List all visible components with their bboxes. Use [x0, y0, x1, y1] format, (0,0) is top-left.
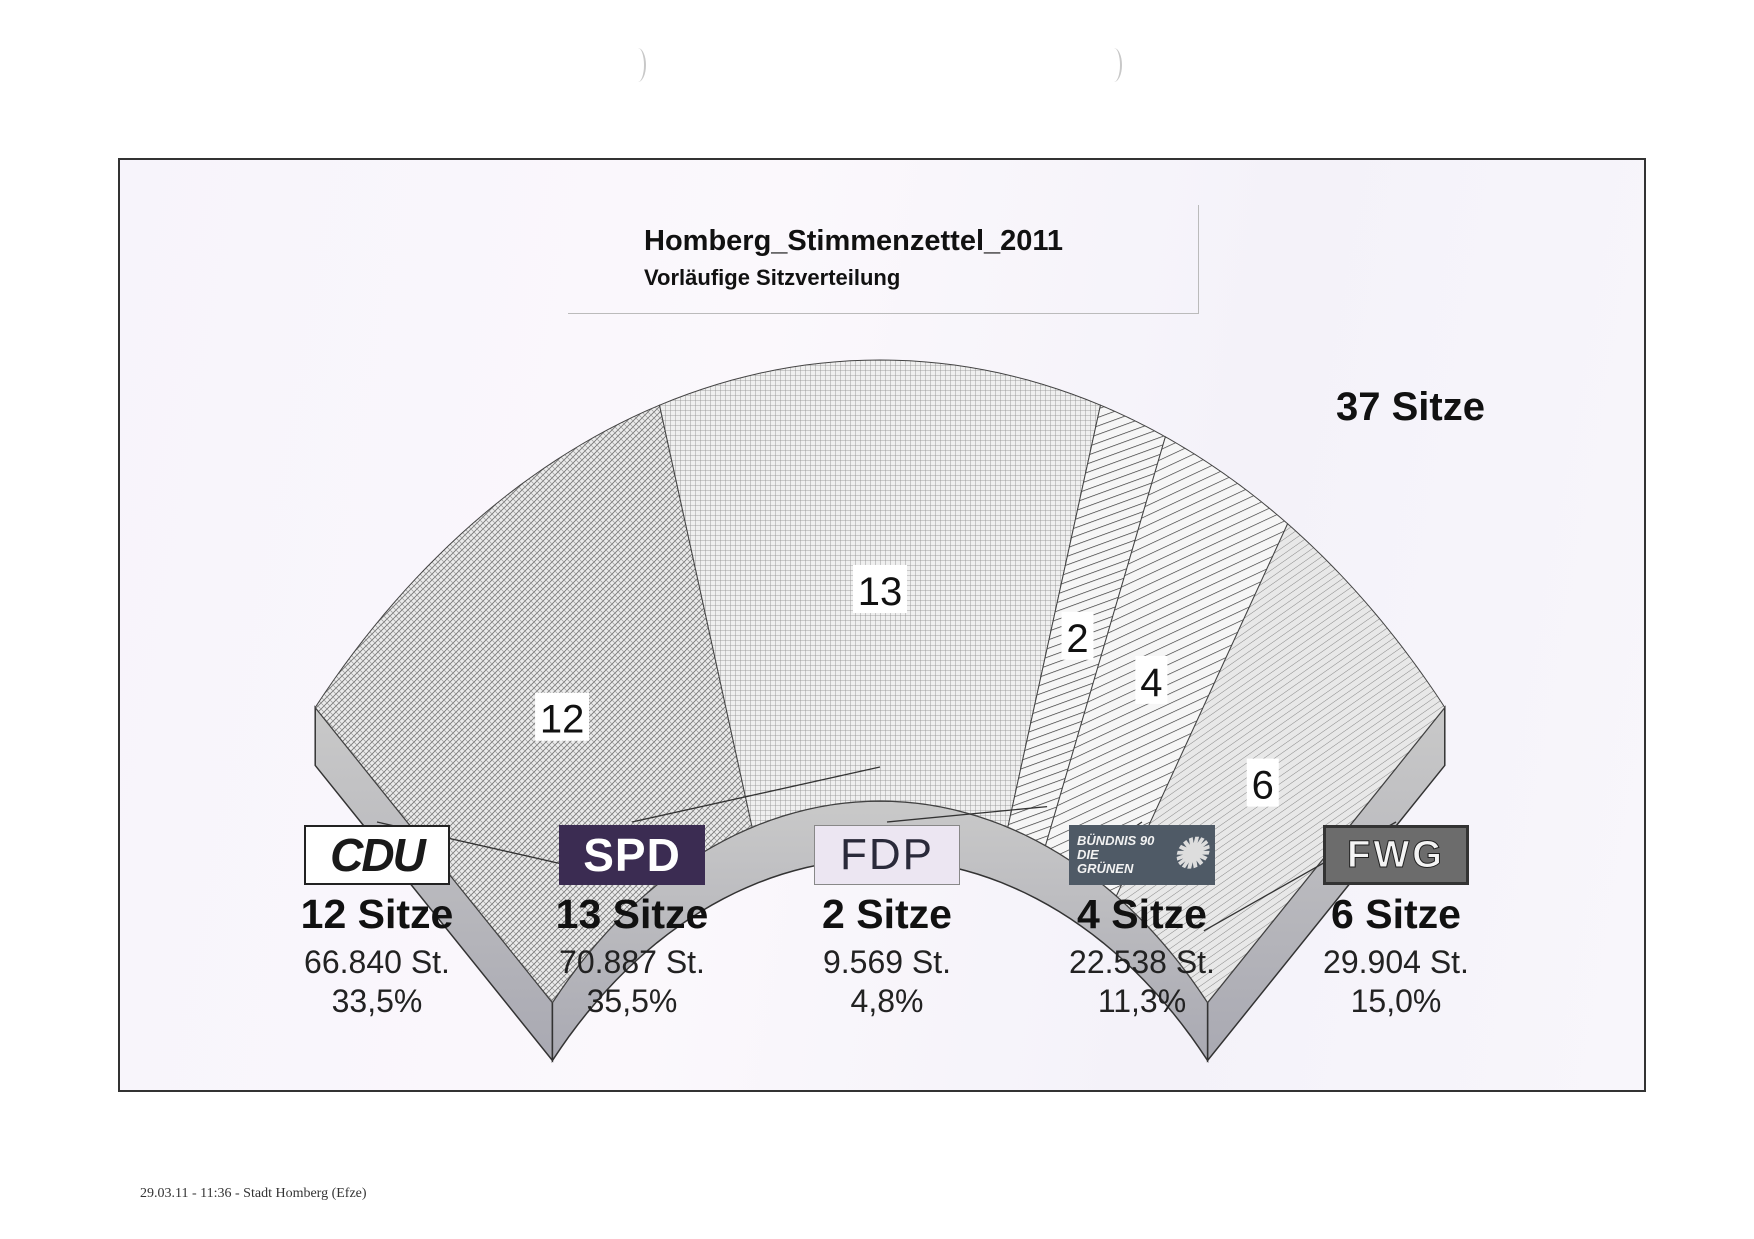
fwg-logo: FWG: [1323, 825, 1469, 885]
segment-label-bg-fdp: [1061, 611, 1094, 660]
segment-label-bg-gruene: [1135, 655, 1168, 704]
segment-label-spd: 13: [858, 570, 903, 614]
fwg-votes: 29.904 St.: [1323, 944, 1469, 980]
segment-label-group: 12 13 2 4 6: [535, 565, 1279, 808]
cdu-percent: 33,5%: [331, 983, 423, 1019]
gruene-logo: BÜNDNIS 90 DIE GRÜNEN ✺: [1069, 825, 1215, 885]
fwg-seats: 6 Sitze: [1331, 891, 1461, 937]
gruene-seats: 4 Sitze: [1077, 891, 1207, 937]
party-cdu: CDU 12 Sitze 66.840 St. 33,5%: [257, 825, 497, 1020]
spd-votes: 70.887 St.: [559, 944, 705, 980]
party-spd: SPD 13 Sitze 70.887 St. 35,5%: [512, 825, 752, 1020]
spd-percent: 35,5%: [586, 983, 678, 1019]
gruene-logo-text: BÜNDNIS 90 DIE GRÜNEN: [1077, 833, 1155, 876]
fwg-logo-text: FWG: [1347, 833, 1445, 876]
segment-label-cdu: 12: [540, 698, 585, 742]
leader-line-fdp: [886, 805, 1048, 823]
segment-label-fwg: 6: [1252, 764, 1274, 808]
sunflower-icon: ✺: [1171, 830, 1207, 877]
leader-line-spd: [631, 766, 881, 823]
spd-seats: 13 Sitze: [555, 891, 709, 937]
fwg-percent: 15,0%: [1350, 983, 1442, 1019]
title-box: Homberg_Stimmenzettel_2011 Vorläufige Si…: [568, 205, 1199, 314]
cdu-logo-text: CDU: [330, 829, 426, 881]
party-fwg: FWG 6 Sitze 29.904 St. 15,0%: [1276, 825, 1516, 1020]
fdp-seats: 2 Sitze: [822, 891, 952, 937]
segment-label-bg-fwg: [1246, 758, 1279, 807]
fdp-logo-text: FDP: [840, 830, 934, 879]
cdu-votes: 66.840 St.: [304, 944, 450, 980]
chart-title: Homberg_Stimmenzettel_2011: [644, 225, 1064, 257]
party-gruene: BÜNDNIS 90 DIE GRÜNEN ✺ 4 Sitze 22.538 S…: [1022, 825, 1262, 1020]
gruene-votes: 22.538 St.: [1069, 944, 1215, 980]
gruene-percent: 11,3%: [1097, 983, 1187, 1019]
spd-logo-text: SPD: [583, 829, 681, 881]
punch-hole-left: [630, 48, 646, 82]
spd-logo: SPD: [559, 825, 705, 885]
fdp-votes: 9.569 St.: [822, 944, 952, 980]
segment-label-fdp: 2: [1066, 617, 1088, 661]
fdp-percent: 4,8%: [850, 983, 924, 1019]
fdp-logo: FDP: [814, 825, 960, 885]
party-fdp: FDP 2 Sitze 9.569 St. 4,8%: [767, 825, 1007, 1020]
punch-hole-right: [1106, 48, 1122, 82]
cdu-seats: 12 Sitze: [300, 891, 454, 937]
chart-subtitle: Vorläufige Sitzverteilung: [644, 265, 901, 290]
segment-label-gruene: 4: [1140, 661, 1162, 705]
page-footer: 29.03.11 - 11:36 - Stadt Homberg (Efze): [140, 1186, 367, 1201]
segment-label-bg-cdu: [535, 692, 590, 741]
segment-label-bg-spd: [853, 565, 907, 613]
chart-frame: Homberg_Stimmenzettel_2011 Vorläufige Si…: [118, 158, 1646, 1092]
cdu-logo: CDU: [304, 825, 450, 885]
total-seats-label: 37 Sitze: [1336, 385, 1485, 429]
